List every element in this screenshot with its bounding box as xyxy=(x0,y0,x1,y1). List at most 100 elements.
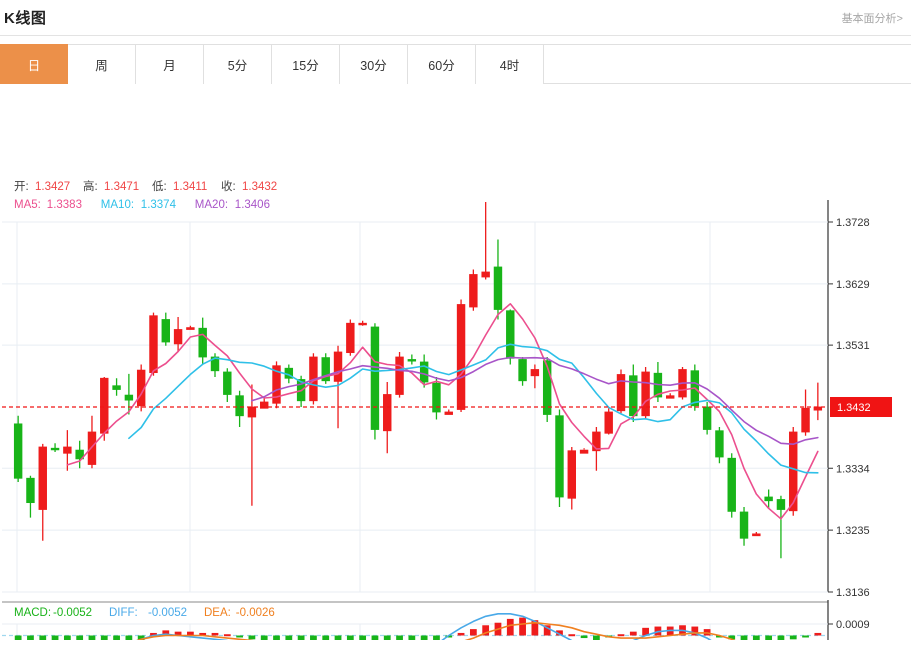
macd-bar xyxy=(76,635,84,640)
macd-bar xyxy=(629,631,637,636)
diff-readout-value: -0.0052 xyxy=(148,607,187,619)
candle-body xyxy=(100,377,109,434)
macd-bar xyxy=(593,635,600,640)
chart-area[interactable]: 1.3728 1.3629 1.3531 1.3334 1.3235 1.3136 1.34… xyxy=(0,84,911,640)
price-axis-label-1: 1.3629 xyxy=(836,279,870,291)
dea-readout-value: -0.0026 xyxy=(236,607,275,619)
candle-body xyxy=(346,322,355,354)
candle-body xyxy=(579,449,589,454)
macd-readout-value: -0.0052 xyxy=(53,607,92,619)
macd-bar xyxy=(113,635,120,640)
candle-series xyxy=(13,202,823,559)
macd-bar xyxy=(420,635,428,640)
macd-bar xyxy=(322,635,330,640)
macd-bar xyxy=(199,632,207,636)
macd-bar xyxy=(248,635,256,640)
candle-body xyxy=(567,450,577,499)
diff-readout-label: DIFF: xyxy=(109,607,138,619)
ohlc-close-label: 收: xyxy=(221,179,236,193)
macd-bar xyxy=(543,625,551,636)
macd-bar xyxy=(236,635,243,638)
macd-bar xyxy=(691,626,699,636)
candle-body xyxy=(592,431,601,452)
candle-body xyxy=(739,511,749,539)
ma10-value: 1.3374 xyxy=(141,199,177,211)
ma5-label: MA5: xyxy=(14,199,41,211)
candle-body xyxy=(161,319,171,343)
ohlc-open-value: 1.3427 xyxy=(35,181,70,193)
macd-bar xyxy=(137,635,145,640)
candle-body xyxy=(259,401,269,409)
price-axis-label-5: 1.3235 xyxy=(836,525,870,537)
tab-2[interactable]: 月 xyxy=(136,44,204,84)
macd-dea-line xyxy=(136,621,736,640)
ohlc-high-label: 高: xyxy=(83,179,98,193)
fundamental-analysis-link[interactable]: 基本面分析> xyxy=(841,12,903,25)
macd-bar xyxy=(100,635,108,640)
macd-bar xyxy=(174,631,182,636)
macd-bar xyxy=(457,632,465,636)
tab-5[interactable]: 30分 xyxy=(340,44,408,84)
candle-body xyxy=(469,274,478,308)
candle-body xyxy=(247,406,257,418)
candle-body xyxy=(333,351,343,382)
candle-body xyxy=(665,395,675,399)
candle-body xyxy=(321,357,330,382)
tab-6[interactable]: 60分 xyxy=(408,44,476,84)
candle-body xyxy=(395,356,404,395)
candle-body xyxy=(715,430,724,458)
ma20-value: 1.3406 xyxy=(235,199,270,211)
macd-bar xyxy=(777,635,785,640)
candle-body xyxy=(641,371,650,417)
candle-body xyxy=(481,271,490,278)
candle-body xyxy=(456,304,466,410)
candle-body xyxy=(50,447,60,451)
candle-body xyxy=(432,382,441,413)
candle-body xyxy=(26,477,35,504)
price-axis-label-6: 1.3136 xyxy=(836,587,870,599)
macd-bar xyxy=(568,634,576,637)
ohlc-low-value: 1.3411 xyxy=(173,181,207,193)
ma10-label: MA10: xyxy=(101,199,134,211)
tab-0[interactable]: 日 xyxy=(0,44,68,84)
tab-label: 60分 xyxy=(428,59,455,73)
macd-readout-label: MACD: xyxy=(14,607,51,619)
macd-bar xyxy=(765,635,773,640)
macd-bar xyxy=(51,635,59,640)
macd-bar xyxy=(396,635,403,640)
candle-body xyxy=(555,415,564,498)
macd-bar xyxy=(88,635,96,640)
candle-body xyxy=(370,326,380,430)
macd-bar xyxy=(27,635,34,640)
candle-body xyxy=(272,365,281,404)
candle-body xyxy=(149,315,158,374)
page-title: K线图 xyxy=(4,10,47,27)
ohlc-close-value: 1.3432 xyxy=(242,181,277,193)
macd-bar xyxy=(617,634,625,637)
tab-4[interactable]: 15分 xyxy=(272,44,340,84)
candle-body xyxy=(186,327,195,330)
tab-label: 日 xyxy=(27,59,41,73)
tab-1[interactable]: 周 xyxy=(68,44,136,84)
candle-body xyxy=(75,449,84,460)
candle-body xyxy=(419,361,429,383)
kline-chart-svg[interactable]: 1.3728 1.3629 1.3531 1.3334 1.3235 1.3136 1.34… xyxy=(0,84,911,640)
candle-body xyxy=(616,374,626,412)
candle-body xyxy=(506,310,515,359)
tab-7[interactable]: 4时 xyxy=(476,44,544,84)
ma5-value: 1.3383 xyxy=(47,199,82,211)
macd-bar xyxy=(740,635,748,640)
candle-body xyxy=(542,360,552,415)
current-price-badge xyxy=(830,397,892,417)
candle-body xyxy=(124,394,134,401)
macd-bar xyxy=(469,629,477,636)
macd-diff-line xyxy=(136,613,712,640)
dea-readout-label: DEA: xyxy=(204,607,231,619)
macd-bar xyxy=(580,635,588,639)
period-tabbar: 日 周 月 5分 15分 30分 60分 4时 xyxy=(0,44,911,84)
candle-body xyxy=(383,394,392,432)
candle-body xyxy=(112,385,121,390)
candle-body xyxy=(444,411,453,415)
tab-3[interactable]: 5分 xyxy=(204,44,272,84)
